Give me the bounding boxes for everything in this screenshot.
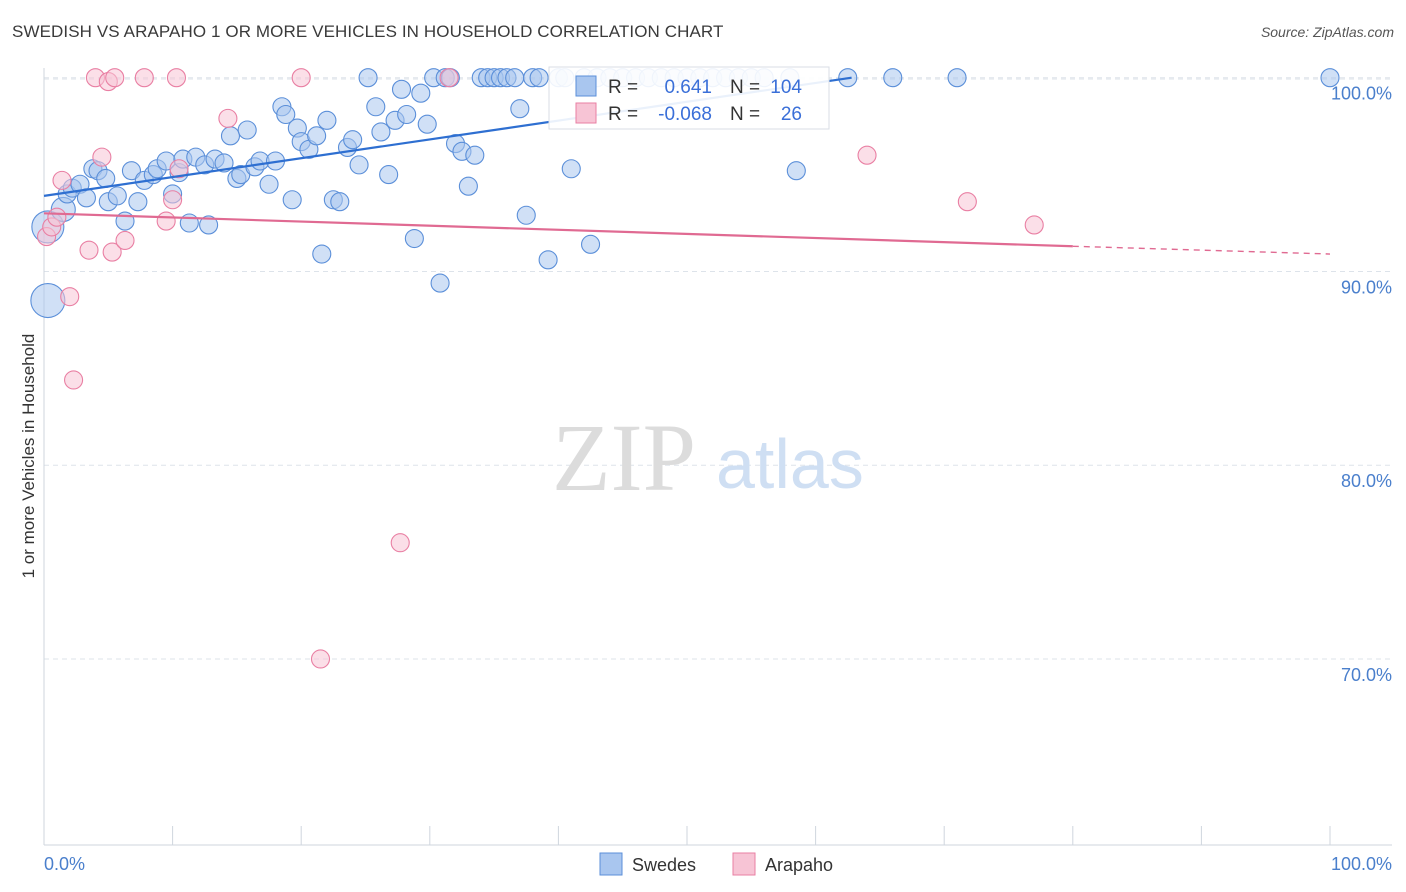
y-tick-label: 90.0% <box>1341 277 1392 297</box>
stats-n-label-arapaho: N = <box>730 104 760 125</box>
point-swedes <box>397 104 417 125</box>
point-swedes <box>1320 68 1340 88</box>
point-swedes <box>379 165 399 185</box>
watermark: ZIP atlas <box>552 404 864 511</box>
legend-label-swedes: Swedes <box>632 855 696 875</box>
legend-label-arapaho: Arapaho <box>765 855 833 875</box>
point-swedes <box>561 159 581 179</box>
point-swedes <box>312 244 332 264</box>
point-arapaho <box>1024 215 1044 235</box>
point-swedes <box>343 130 363 150</box>
point-arapaho <box>163 190 183 210</box>
point-arapaho <box>857 145 877 165</box>
point-swedes <box>510 99 530 119</box>
trend-line-arapaho <box>43 212 1073 248</box>
point-swedes <box>358 68 378 88</box>
point-arapaho <box>156 211 176 231</box>
point-arapaho <box>169 159 189 179</box>
point-arapaho <box>218 108 238 128</box>
stats-swatch-swedes <box>575 75 597 97</box>
trend-line-arapaho-extension <box>1072 245 1331 255</box>
point-swedes <box>317 110 337 130</box>
stats-legend: R = 0.641 N = 104 R = -0.068 N = 26 <box>548 66 830 130</box>
point-swedes <box>259 174 279 194</box>
point-arapaho <box>957 192 977 212</box>
stats-r-label-arapaho: R = <box>608 104 638 125</box>
point-swedes <box>516 205 536 225</box>
grid-lines <box>43 77 1392 845</box>
point-swedes <box>237 120 257 140</box>
point-arapaho <box>439 68 459 88</box>
point-arapaho <box>60 287 80 307</box>
point-swedes <box>282 190 302 210</box>
legend-swatch-arapaho <box>732 852 756 876</box>
point-swedes <box>538 250 558 270</box>
point-arapaho <box>105 68 125 88</box>
point-arapaho <box>64 370 84 390</box>
stats-r-value-arapaho: -0.068 <box>658 104 712 125</box>
point-swedes <box>349 155 369 175</box>
point-arapaho <box>52 170 72 190</box>
point-arapaho <box>115 230 135 251</box>
point-swedes <box>199 215 219 235</box>
point-arapaho <box>79 240 99 260</box>
point-arapaho <box>92 147 112 167</box>
stats-n-value-swedes: 104 <box>770 77 802 98</box>
point-swedes <box>330 192 350 212</box>
watermark-atlas: atlas <box>716 425 864 503</box>
point-swedes <box>430 273 450 293</box>
bottom-legend: Swedes Arapaho <box>599 852 833 876</box>
chart-title: SWEDISH VS ARAPAHO 1 OR MORE VEHICLES IN… <box>12 22 724 41</box>
point-swedes <box>411 83 431 103</box>
point-swedes <box>529 68 549 88</box>
point-arapaho <box>134 68 154 88</box>
point-swedes <box>786 161 806 181</box>
y-tick-label: 100.0% <box>1331 84 1392 104</box>
point-swedes <box>883 68 903 88</box>
point-arapaho <box>102 242 122 262</box>
x-tick-label: 100.0% <box>1331 854 1392 874</box>
point-swedes <box>366 97 386 117</box>
legend-swatch-swedes <box>599 852 623 876</box>
stats-r-label-swedes: R = <box>608 77 638 98</box>
point-swedes <box>391 79 412 99</box>
point-swedes <box>465 145 485 165</box>
point-swedes <box>96 168 116 188</box>
point-swedes <box>220 126 241 146</box>
point-swedes <box>121 161 141 181</box>
point-swedes <box>128 192 148 212</box>
y-tick-label: 70.0% <box>1341 665 1392 685</box>
point-swedes <box>214 153 234 173</box>
point-arapaho <box>310 649 331 669</box>
point-arapaho <box>166 68 187 88</box>
point-swedes <box>30 282 66 319</box>
y-axis-title: 1 or more Vehicles in Household <box>19 334 38 579</box>
stats-n-label-swedes: N = <box>730 77 760 98</box>
axes <box>43 68 1392 846</box>
point-arapaho <box>390 533 410 553</box>
stats-swatch-arapaho <box>575 102 597 124</box>
point-arapaho <box>291 68 311 88</box>
point-swedes <box>276 104 296 125</box>
y-tick-label: 80.0% <box>1341 471 1392 491</box>
chart-source: Source: ZipAtlas.com <box>1260 24 1394 40</box>
point-swedes <box>371 122 391 142</box>
series-arapaho-points <box>37 68 1044 669</box>
point-swedes <box>404 228 424 249</box>
x-tick-label: 0.0% <box>44 854 85 874</box>
stats-r-value-swedes: 0.641 <box>664 77 712 98</box>
point-swedes <box>505 68 525 88</box>
point-swedes <box>417 114 437 134</box>
point-swedes <box>458 176 478 196</box>
point-swedes <box>580 234 601 254</box>
tick-labels: 70.0% 80.0% 90.0% 100.0% 0.0% 100.0% <box>44 84 1392 874</box>
point-swedes <box>307 126 327 146</box>
point-arapaho <box>47 207 67 227</box>
point-swedes <box>107 186 127 206</box>
watermark-zip: ZIP <box>552 404 696 511</box>
stats-n-value-arapaho: 26 <box>781 104 802 125</box>
point-swedes <box>947 68 967 88</box>
